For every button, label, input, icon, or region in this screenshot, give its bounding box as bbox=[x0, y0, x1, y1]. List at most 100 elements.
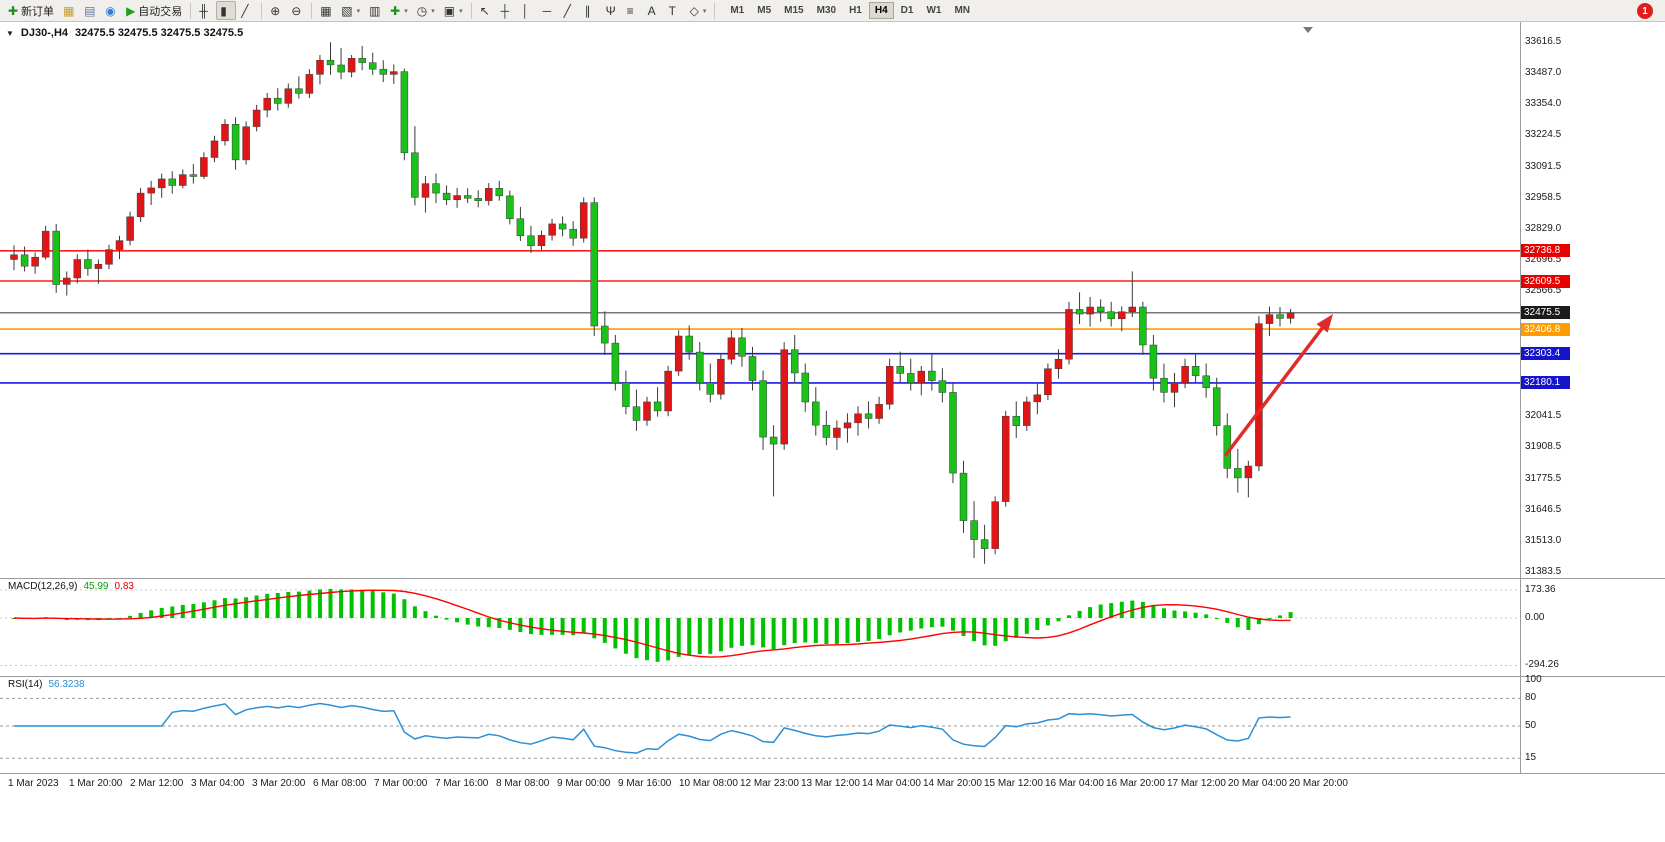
crosshair-icon: ┼ bbox=[500, 3, 510, 18]
new-chart-button[interactable]: ▧ ▾ bbox=[337, 1, 364, 20]
indicators-button[interactable]: ✚ ▾ bbox=[386, 1, 412, 20]
candle-bull bbox=[147, 187, 155, 194]
price-chart-canvas[interactable] bbox=[0, 22, 1520, 578]
current-price-line-badge[interactable]: 32475.5 bbox=[1521, 306, 1570, 320]
fibonacci-button[interactable]: ≡ bbox=[623, 1, 643, 20]
candle-bull bbox=[347, 58, 356, 73]
panel-divider[interactable] bbox=[0, 676, 1665, 677]
candle-bull bbox=[453, 195, 461, 201]
macd-histogram-bar bbox=[877, 618, 882, 639]
profiles-button[interactable]: ▤ bbox=[80, 1, 100, 20]
candle-bull bbox=[252, 109, 261, 127]
new-order-button-label: 新订单 bbox=[21, 5, 55, 18]
pivot-line-badge[interactable]: 32406.8 bbox=[1521, 322, 1570, 336]
trendline-button[interactable]: ╱ bbox=[560, 1, 580, 20]
macd-histogram-bar bbox=[792, 618, 797, 643]
time-axis-label: 2 Mar 12:00 bbox=[130, 778, 184, 789]
resistance-line-1-badge[interactable]: 32736.8 bbox=[1521, 244, 1570, 258]
zoom-in-button[interactable]: ⊕ bbox=[266, 1, 286, 20]
time-axis-label: 20 Mar 20:00 bbox=[1289, 778, 1348, 789]
crosshair-button[interactable]: ┼ bbox=[497, 1, 517, 20]
zoom-out-button[interactable]: ⊖ bbox=[287, 1, 307, 20]
macd-histogram-bar bbox=[307, 590, 312, 618]
timeframe-m30-button[interactable]: M30 bbox=[816, 5, 837, 16]
dropdown-arrow-icon[interactable]: ▾ bbox=[459, 7, 463, 15]
horizontal-line-button[interactable]: ─ bbox=[539, 1, 559, 20]
rsi-canvas[interactable] bbox=[0, 677, 1520, 772]
price-axis-label: 31513.0 bbox=[1525, 535, 1562, 547]
support-line-1-badge[interactable]: 32303.4 bbox=[1521, 347, 1570, 361]
candles-chart-button[interactable]: ▮ bbox=[216, 1, 237, 20]
text-button[interactable]: A bbox=[644, 1, 664, 20]
macd-histogram-bar bbox=[1098, 604, 1103, 618]
candle-bull bbox=[643, 401, 651, 421]
candle-bear bbox=[1096, 306, 1105, 312]
macd-histogram-bar bbox=[940, 618, 945, 627]
timeframe-m15-button[interactable]: M15 bbox=[784, 5, 804, 16]
macd-histogram-bar bbox=[592, 618, 597, 639]
dropdown-arrow-icon[interactable]: ▾ bbox=[702, 7, 707, 15]
support-line-2-badge[interactable]: 32180.1 bbox=[1521, 376, 1570, 390]
periods-button[interactable]: ◷ ▾ bbox=[413, 1, 439, 20]
candle-bear bbox=[611, 342, 620, 384]
shapes-button[interactable]: ◇ ▾ bbox=[686, 1, 711, 20]
macd-canvas[interactable] bbox=[0, 579, 1520, 676]
timeframe-w1-button[interactable]: W1 bbox=[926, 5, 942, 16]
line-chart-button[interactable]: ╱ bbox=[237, 1, 257, 20]
timeframe-m5-button[interactable]: M5 bbox=[757, 5, 772, 16]
zoom-out-icon: ⊖ bbox=[291, 3, 302, 18]
price-axis[interactable]: 33616.5 33487.0 33354.0 33224.5 33091.5 32958… bbox=[1520, 22, 1665, 773]
macd-histogram-bar bbox=[782, 618, 787, 646]
vertical-line-button[interactable]: │ bbox=[518, 1, 538, 20]
candle-bear bbox=[938, 380, 947, 393]
time-axis[interactable]: 1 Mar 2023 1 Mar 20:00 2 Mar 12:00 3 Mar 04… bbox=[0, 773, 1665, 794]
macd-histogram-bar bbox=[908, 618, 913, 631]
time-axis-label: 6 Mar 08:00 bbox=[313, 778, 367, 789]
macd-histogram-bar bbox=[233, 598, 238, 618]
trend-arrow[interactable] bbox=[1223, 322, 1328, 458]
resistance-line-2-badge[interactable]: 32609.5 bbox=[1521, 274, 1570, 288]
macd-histogram-bar bbox=[729, 618, 734, 648]
pitchfork-button[interactable]: Ψ bbox=[602, 1, 622, 20]
new-order-button[interactable]: ✚ 新订单 bbox=[4, 1, 58, 20]
timeframe-h1-button[interactable]: H1 bbox=[849, 5, 862, 16]
candle-bull bbox=[1170, 382, 1179, 393]
timeframe-d1-button[interactable]: D1 bbox=[900, 5, 914, 16]
macd-histogram-bar bbox=[138, 612, 143, 618]
macd-histogram-bar bbox=[1014, 618, 1019, 638]
chart-shift-marker-icon[interactable] bbox=[1303, 27, 1313, 33]
macd-histogram-bar bbox=[750, 618, 755, 646]
auto-trading-button[interactable]: ▶ 自动交易 bbox=[122, 1, 186, 20]
channel-button[interactable]: ∥ bbox=[581, 1, 601, 20]
time-axis-label: 14 Mar 20:00 bbox=[923, 778, 982, 789]
templates-button[interactable]: ▣ ▾ bbox=[440, 1, 467, 20]
chart-list-button[interactable]: ▥ bbox=[365, 1, 385, 20]
macd-histogram-bar bbox=[834, 618, 839, 644]
macd-histogram-bar bbox=[1204, 614, 1209, 618]
macd-histogram-bar bbox=[1256, 618, 1261, 625]
dropdown-arrow-icon[interactable]: ▾ bbox=[404, 7, 408, 15]
timeframe-h4-button[interactable]: H4 bbox=[868, 2, 894, 19]
help-button[interactable]: ◉ bbox=[101, 1, 121, 20]
one-click-trading-toggle-icon[interactable]: ▼ bbox=[6, 28, 14, 38]
candle-bear bbox=[516, 218, 525, 237]
macd-histogram-bar bbox=[275, 593, 280, 618]
dropdown-arrow-icon[interactable]: ▾ bbox=[356, 7, 361, 15]
timeframe-m1-button[interactable]: M1 bbox=[730, 5, 745, 16]
label-button[interactable]: T bbox=[665, 1, 685, 20]
time-axis-label: 17 Mar 12:00 bbox=[1167, 778, 1226, 789]
bars-chart-button[interactable]: ╫ bbox=[195, 1, 215, 20]
macd-histogram-bar bbox=[1035, 618, 1040, 630]
timeframe-mn-button[interactable]: MN bbox=[954, 5, 971, 16]
cursor-button[interactable]: ↖ bbox=[476, 1, 496, 20]
panel-divider[interactable] bbox=[0, 578, 1665, 579]
candle-bear bbox=[706, 382, 715, 395]
candle-bull bbox=[1044, 368, 1052, 396]
macd-histogram-bar bbox=[898, 618, 903, 633]
chart-title: ▼ DJ30-,H4 32475.5 32475.5 32475.5 32475… bbox=[6, 27, 243, 39]
notification-badge[interactable]: 1 bbox=[1637, 3, 1653, 19]
chart-windows-button[interactable]: ▦ bbox=[59, 1, 79, 20]
tile-windows-button[interactable]: ▦ bbox=[316, 1, 336, 20]
ohlc-values: 32475.5 32475.5 32475.5 32475.5 bbox=[75, 27, 244, 39]
dropdown-arrow-icon[interactable]: ▾ bbox=[431, 7, 435, 15]
